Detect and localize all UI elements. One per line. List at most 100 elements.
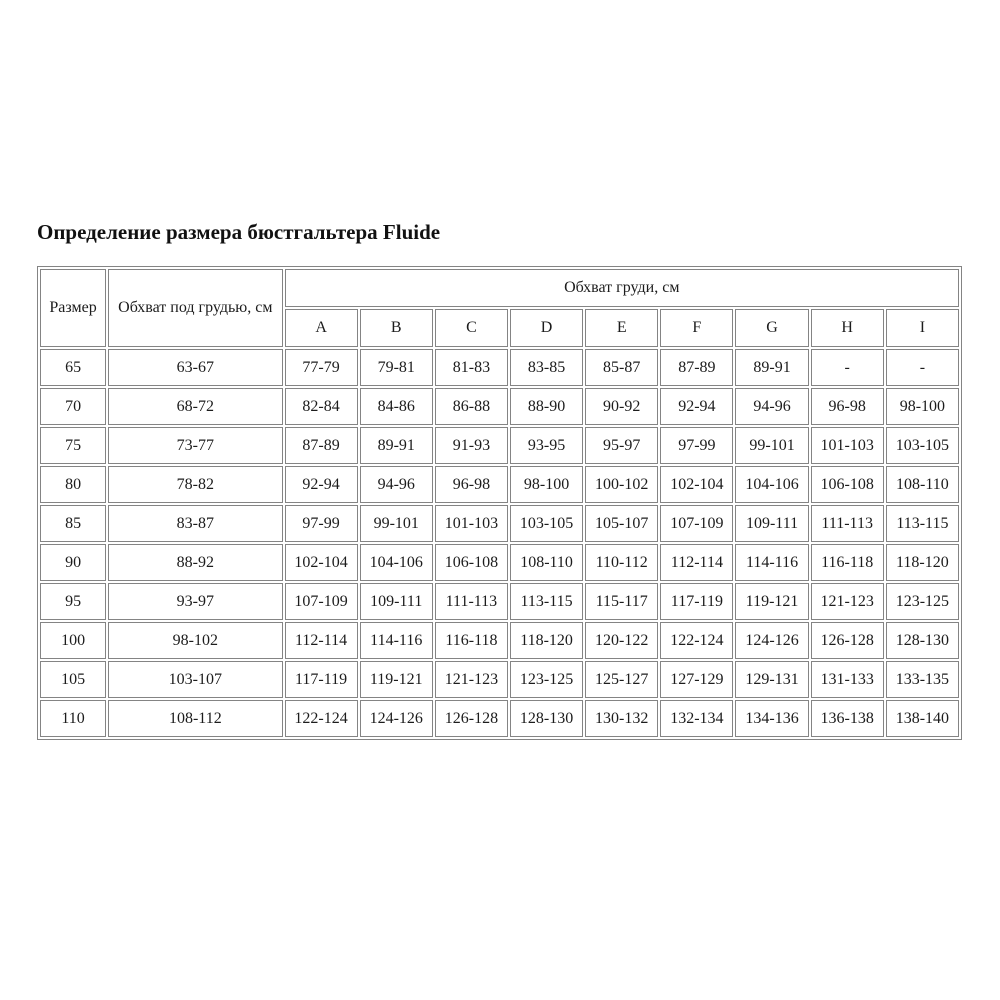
content-area: Определение размера бюстгальтера Fluide … [37,220,963,741]
cup-column-header-f: F [660,309,734,348]
cup-cell: 120-122 [585,622,659,660]
cup-cell: 130-132 [585,700,659,738]
cup-cell: 122-124 [660,622,734,660]
underbust-cell: 63-67 [108,349,283,387]
size-cell: 95 [40,583,107,621]
cup-cell: 92-94 [284,466,358,504]
underbust-column-header: Обхват под грудью, см [108,269,283,348]
cup-cell: - [885,349,959,387]
cup-cell: 97-99 [660,427,734,465]
cup-cell: 114-116 [735,544,809,582]
bust-group-header: Обхват груди, см [284,269,959,308]
cup-cell: 116-118 [434,622,508,660]
cup-cell: 87-89 [660,349,734,387]
cup-cell: 84-86 [359,388,433,426]
cup-cell: 126-128 [434,700,508,738]
cup-cell: 124-126 [735,622,809,660]
cup-cell: 129-131 [735,661,809,699]
underbust-cell: 93-97 [108,583,283,621]
cup-column-header-b: B [359,309,433,348]
table-row: 110 108-112 122-124 124-126 126-128 128-130 13… [40,700,959,738]
cup-cell: 132-134 [660,700,734,738]
cup-cell: 118-120 [509,622,584,660]
cup-column-header-c: C [434,309,508,348]
size-cell: 110 [40,700,107,738]
cup-cell: 122-124 [284,700,358,738]
cup-cell: 110-112 [585,544,659,582]
cup-cell: 102-104 [284,544,358,582]
cup-cell: 119-121 [359,661,433,699]
cup-cell: 111-113 [434,583,508,621]
table-row: 80 78-82 92-94 94-96 96-98 98-100 100-102 102-1… [40,466,959,504]
cup-cell: 134-136 [735,700,809,738]
cup-cell: 115-117 [585,583,659,621]
table-row: 85 83-87 97-99 99-101 101-103 103-105 105-107 1… [40,505,959,543]
cup-cell: 121-123 [810,583,884,621]
table-row: 75 73-77 87-89 89-91 91-93 93-95 95-97 97-99 99-… [40,427,959,465]
header-row-top: Размер Обхват под грудью, см Обхват груд… [40,269,959,348]
underbust-cell: 73-77 [108,427,283,465]
cup-cell: 131-133 [810,661,884,699]
table-row: 100 98-102 112-114 114-116 116-118 118-120 120… [40,622,959,660]
cup-column-header-g: G [735,309,809,348]
size-cell: 65 [40,349,107,387]
cup-cell: 94-96 [359,466,433,504]
cup-cell: 89-91 [359,427,433,465]
cup-cell: 90-92 [585,388,659,426]
cup-cell: 87-89 [284,427,358,465]
cup-cell: 89-91 [735,349,809,387]
cup-cell: 109-111 [359,583,433,621]
cup-cell: 104-106 [735,466,809,504]
size-cell: 75 [40,427,107,465]
underbust-cell: 68-72 [108,388,283,426]
cup-column-header-d: D [509,309,584,348]
cup-cell: 125-127 [585,661,659,699]
cup-cell: 96-98 [434,466,508,504]
cup-cell: 101-103 [434,505,508,543]
cup-cell: 107-109 [660,505,734,543]
cup-cell: 97-99 [284,505,358,543]
cup-cell: 88-90 [509,388,584,426]
cup-cell: 101-103 [810,427,884,465]
table-row: 105 103-107 117-119 119-121 121-123 123-125 12… [40,661,959,699]
cup-cell: 91-93 [434,427,508,465]
cup-cell: 119-121 [735,583,809,621]
cup-cell: 98-100 [509,466,584,504]
table-header: Размер Обхват под грудью, см Обхват груд… [40,269,959,348]
cup-cell: 113-115 [885,505,959,543]
cup-cell: 105-107 [585,505,659,543]
page-title: Определение размера бюстгальтера Fluide [37,220,441,244]
size-column-header: Размер [40,269,107,348]
cup-cell: 138-140 [885,700,959,738]
cup-cell: 118-120 [885,544,959,582]
table-body: 65 63-67 77-79 79-81 81-83 83-85 85-87 87-89 89-… [40,349,959,738]
cup-cell: 117-119 [284,661,358,699]
cup-cell: 103-105 [509,505,584,543]
underbust-cell: 78-82 [108,466,283,504]
table-row: 65 63-67 77-79 79-81 81-83 83-85 85-87 87-89 89-… [40,349,959,387]
cup-cell: 109-111 [735,505,809,543]
cup-column-header-h: H [810,309,884,348]
cup-cell: 92-94 [660,388,734,426]
cup-cell: 128-130 [885,622,959,660]
cup-cell: 106-108 [810,466,884,504]
cup-cell: 103-105 [885,427,959,465]
cup-cell: 111-113 [810,505,884,543]
cup-cell: 133-135 [885,661,959,699]
size-cell: 80 [40,466,107,504]
cup-cell: 126-128 [810,622,884,660]
underbust-cell: 108-112 [108,700,283,738]
cup-column-header-a: A [284,309,358,348]
size-cell: 100 [40,622,107,660]
cup-cell: 82-84 [284,388,358,426]
table-row: 90 88-92 102-104 104-106 106-108 108-110 110-1… [40,544,959,582]
cup-cell: 77-79 [284,349,358,387]
cup-cell: 86-88 [434,388,508,426]
cup-cell: 116-118 [810,544,884,582]
cup-cell: 123-125 [885,583,959,621]
cup-cell: 81-83 [434,349,508,387]
cup-cell: 85-87 [585,349,659,387]
cup-cell: 93-95 [509,427,584,465]
size-cell: 90 [40,544,107,582]
